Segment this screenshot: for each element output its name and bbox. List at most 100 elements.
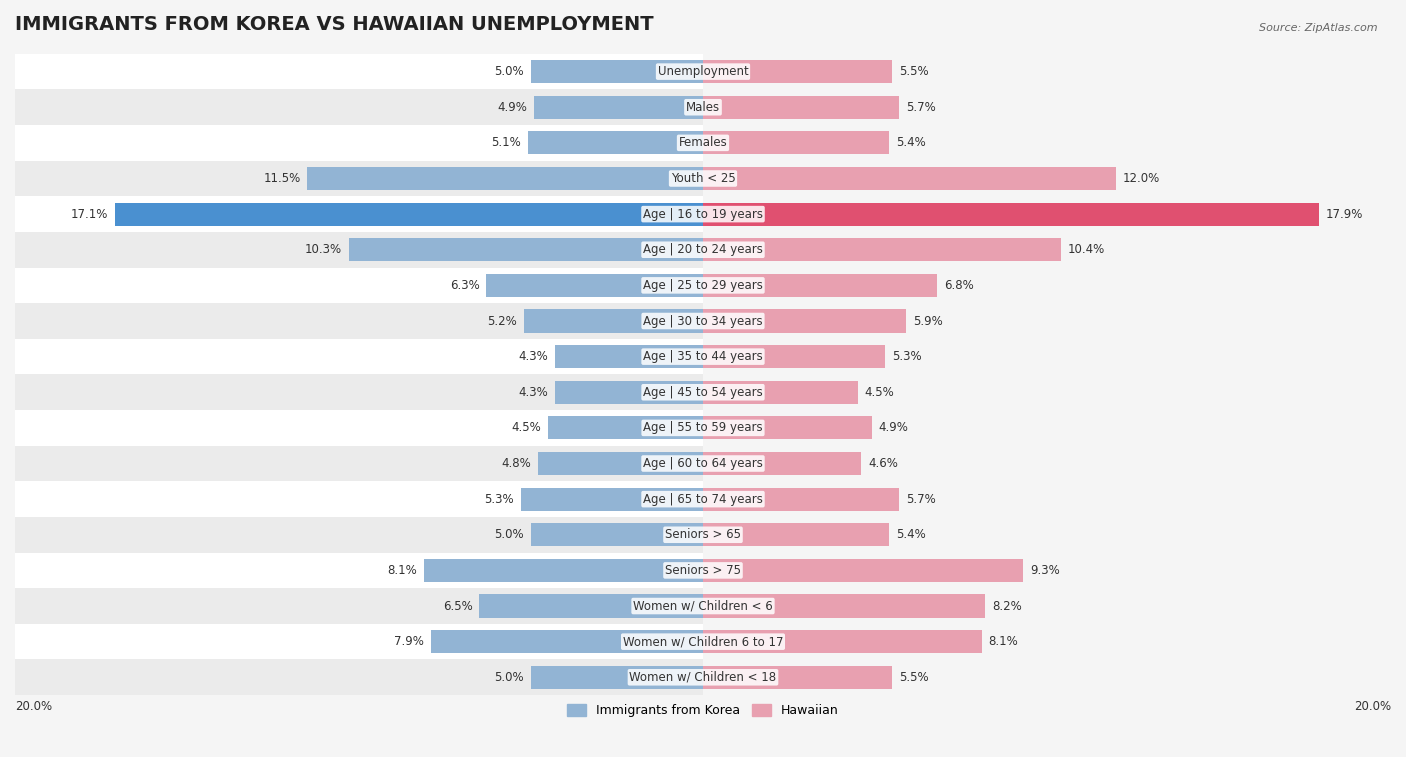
Text: 5.3%: 5.3% <box>893 350 922 363</box>
Text: 5.4%: 5.4% <box>896 136 925 149</box>
Bar <box>432 630 703 653</box>
Bar <box>703 594 986 618</box>
Bar <box>0 339 703 375</box>
Text: 5.2%: 5.2% <box>488 314 517 328</box>
Text: 9.3%: 9.3% <box>1029 564 1060 577</box>
Text: 5.0%: 5.0% <box>495 65 524 78</box>
Text: Women w/ Children < 18: Women w/ Children < 18 <box>630 671 776 684</box>
Text: IMMIGRANTS FROM KOREA VS HAWAIIAN UNEMPLOYMENT: IMMIGRANTS FROM KOREA VS HAWAIIAN UNEMPL… <box>15 15 654 34</box>
Bar <box>486 274 703 297</box>
Text: 12.0%: 12.0% <box>1122 172 1160 185</box>
Bar <box>0 304 703 339</box>
Text: 6.3%: 6.3% <box>450 279 479 292</box>
Bar <box>0 375 703 410</box>
Text: 7.9%: 7.9% <box>395 635 425 648</box>
Text: 4.5%: 4.5% <box>512 422 541 435</box>
Text: Age | 55 to 59 years: Age | 55 to 59 years <box>643 422 763 435</box>
Bar <box>703 665 893 689</box>
Bar <box>703 203 1319 226</box>
Bar <box>548 416 703 440</box>
Bar <box>0 232 703 267</box>
Bar <box>0 160 703 196</box>
Text: 11.5%: 11.5% <box>263 172 301 185</box>
Text: 17.9%: 17.9% <box>1326 207 1362 220</box>
Text: 8.1%: 8.1% <box>388 564 418 577</box>
Bar <box>0 517 703 553</box>
Bar <box>531 665 703 689</box>
Bar <box>703 274 936 297</box>
Bar <box>534 95 703 119</box>
Text: 5.9%: 5.9% <box>912 314 942 328</box>
Bar <box>0 125 703 160</box>
Text: Females: Females <box>679 136 727 149</box>
Bar <box>0 446 703 481</box>
Text: Age | 30 to 34 years: Age | 30 to 34 years <box>643 314 763 328</box>
Bar <box>0 410 703 446</box>
Bar <box>479 594 703 618</box>
Bar <box>0 481 703 517</box>
Text: Age | 35 to 44 years: Age | 35 to 44 years <box>643 350 763 363</box>
Text: 4.3%: 4.3% <box>519 350 548 363</box>
Text: 5.1%: 5.1% <box>491 136 520 149</box>
Bar <box>0 54 703 89</box>
Bar <box>115 203 703 226</box>
Bar <box>538 452 703 475</box>
Text: Women w/ Children 6 to 17: Women w/ Children 6 to 17 <box>623 635 783 648</box>
Text: 10.4%: 10.4% <box>1067 243 1105 257</box>
Text: Seniors > 65: Seniors > 65 <box>665 528 741 541</box>
Bar <box>703 488 898 511</box>
Text: 4.5%: 4.5% <box>865 386 894 399</box>
Bar <box>0 89 703 125</box>
Text: 10.3%: 10.3% <box>305 243 342 257</box>
Text: Women w/ Children < 6: Women w/ Children < 6 <box>633 600 773 612</box>
Bar <box>520 488 703 511</box>
Bar <box>531 523 703 547</box>
Text: Age | 60 to 64 years: Age | 60 to 64 years <box>643 457 763 470</box>
Text: 6.5%: 6.5% <box>443 600 472 612</box>
Bar <box>703 60 893 83</box>
Text: Seniors > 75: Seniors > 75 <box>665 564 741 577</box>
Bar <box>703 630 981 653</box>
Bar <box>527 131 703 154</box>
Bar <box>555 345 703 368</box>
Bar <box>308 167 703 190</box>
Text: 4.3%: 4.3% <box>519 386 548 399</box>
Bar <box>0 624 703 659</box>
Text: 5.7%: 5.7% <box>905 493 936 506</box>
Text: 17.1%: 17.1% <box>70 207 108 220</box>
Text: 8.2%: 8.2% <box>993 600 1022 612</box>
Bar <box>703 95 898 119</box>
Bar <box>703 452 862 475</box>
Text: Age | 25 to 29 years: Age | 25 to 29 years <box>643 279 763 292</box>
Text: Age | 45 to 54 years: Age | 45 to 54 years <box>643 386 763 399</box>
Text: 4.8%: 4.8% <box>502 457 531 470</box>
Bar <box>531 60 703 83</box>
Text: 20.0%: 20.0% <box>15 700 52 713</box>
Text: 20.0%: 20.0% <box>1354 700 1391 713</box>
Bar <box>703 523 889 547</box>
Bar <box>703 559 1024 582</box>
Text: 5.7%: 5.7% <box>905 101 936 114</box>
Bar <box>0 267 703 304</box>
Text: 8.1%: 8.1% <box>988 635 1018 648</box>
Text: 5.5%: 5.5% <box>898 65 929 78</box>
Bar <box>703 167 1116 190</box>
Text: 4.9%: 4.9% <box>879 422 908 435</box>
Text: Males: Males <box>686 101 720 114</box>
Text: 5.5%: 5.5% <box>898 671 929 684</box>
Text: 5.0%: 5.0% <box>495 528 524 541</box>
Bar <box>349 238 703 261</box>
Bar <box>703 310 905 332</box>
Text: Source: ZipAtlas.com: Source: ZipAtlas.com <box>1260 23 1378 33</box>
Bar <box>703 131 889 154</box>
Bar <box>0 659 703 695</box>
Bar <box>524 310 703 332</box>
Text: 6.8%: 6.8% <box>943 279 973 292</box>
Text: 4.6%: 4.6% <box>868 457 898 470</box>
Bar <box>703 345 886 368</box>
Bar <box>703 416 872 440</box>
Legend: Immigrants from Korea, Hawaiian: Immigrants from Korea, Hawaiian <box>562 699 844 722</box>
Bar <box>703 238 1060 261</box>
Bar <box>555 381 703 403</box>
Text: Unemployment: Unemployment <box>658 65 748 78</box>
